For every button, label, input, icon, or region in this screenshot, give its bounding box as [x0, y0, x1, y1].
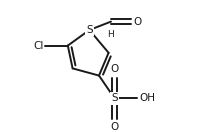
Text: OH: OH [140, 93, 156, 103]
Text: O: O [110, 122, 119, 132]
Text: S: S [111, 93, 118, 103]
Text: H: H [108, 30, 114, 39]
Text: Cl: Cl [33, 41, 44, 51]
Text: O: O [110, 64, 119, 74]
Text: S: S [86, 25, 93, 35]
Text: O: O [134, 17, 142, 27]
